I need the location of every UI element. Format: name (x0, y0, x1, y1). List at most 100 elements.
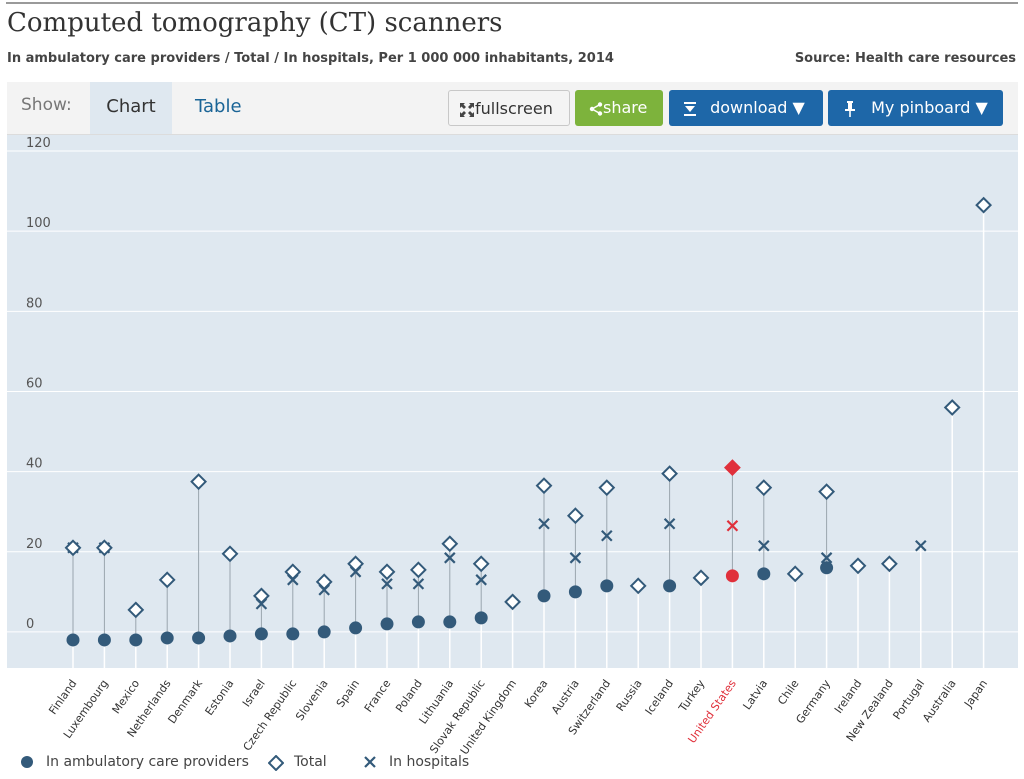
total-marker (221, 545, 239, 563)
pinboard-button[interactable]: My pinboard ▼ (828, 90, 1003, 126)
total-marker (441, 535, 459, 553)
share-button[interactable]: share (575, 90, 663, 126)
download-icon (684, 101, 696, 116)
ambulatory-marker (286, 627, 300, 641)
y-tick-label: 0 (26, 617, 34, 632)
hospitals-marker (915, 539, 927, 552)
total-marker (818, 483, 836, 501)
hospitals-marker (444, 552, 456, 564)
hospitals-marker (381, 578, 393, 590)
ambulatory-marker (254, 627, 268, 641)
ambulatory-marker (663, 579, 677, 593)
total-marker (786, 565, 804, 583)
y-tick-label: 120 (26, 136, 51, 151)
total-marker (880, 555, 898, 573)
total-marker (849, 557, 867, 575)
download-button[interactable]: download ▼ (669, 90, 823, 126)
total-marker (504, 593, 522, 611)
ambulatory-marker (223, 629, 237, 643)
y-tick-label: 40 (26, 457, 43, 472)
ambulatory-marker (317, 625, 331, 639)
total-marker (692, 569, 710, 587)
fullscreen-label: fullscreen (475, 99, 553, 118)
hospitals-marker (569, 552, 582, 564)
ambulatory-marker (537, 589, 551, 603)
total-marker (598, 479, 616, 497)
x-tick-label: Japan (961, 677, 990, 710)
total-marker (943, 399, 961, 416)
x-tick-label: Korea (522, 677, 551, 710)
total-marker (64, 539, 82, 557)
x-tick-label: Slovenia (293, 677, 331, 723)
legend-label-total: Total (294, 754, 327, 770)
ambulatory-marker (97, 633, 111, 647)
tab-table[interactable]: Table (195, 96, 242, 117)
total-marker (723, 459, 741, 477)
hospitals-marker (726, 519, 739, 532)
x-tick-label: Chile (775, 677, 802, 707)
fullscreen-icon (460, 102, 474, 117)
ambulatory-marker (380, 617, 394, 631)
subtitle: In ambulatory care providers / Total / I… (7, 51, 614, 66)
show-label: Show: (21, 95, 72, 115)
x-tick-label: France (362, 677, 394, 715)
total-marker (629, 577, 647, 595)
hospitals-marker (820, 552, 833, 564)
total-marker (409, 561, 427, 579)
x-tick-label: Turkey (676, 677, 708, 715)
circle-marker-icon (21, 756, 33, 768)
legend-label-hospitals: In hospitals (389, 754, 470, 770)
y-tick-label: 60 (26, 376, 43, 391)
ambulatory-marker (192, 631, 206, 645)
total-marker (95, 539, 113, 557)
ambulatory-marker (66, 633, 80, 647)
fullscreen-button[interactable]: fullscreen (448, 90, 570, 126)
plot-area (7, 135, 1018, 668)
total-marker (378, 563, 396, 581)
hospitals-marker (601, 529, 613, 542)
ambulatory-marker (820, 561, 834, 575)
x-tick-label: Poland (393, 677, 425, 715)
x-tick-label: Finland (46, 677, 79, 717)
hospitals-marker (475, 574, 487, 586)
x-tick-label: United Kingdom (458, 677, 519, 757)
x-tick-label: Spain (334, 677, 362, 710)
total-marker (535, 477, 553, 495)
x-marker-icon (364, 756, 376, 768)
pin-icon (845, 100, 855, 117)
y-tick-label: 100 (26, 216, 51, 231)
total-marker (127, 601, 145, 619)
share-icon (589, 101, 603, 116)
y-tick-label: 20 (26, 537, 43, 552)
hospitals-marker (538, 517, 550, 530)
x-tick-label: Israel (240, 677, 268, 709)
total-marker (661, 465, 679, 483)
hospitals-marker (663, 517, 676, 530)
total-marker (755, 479, 773, 497)
x-tick-label: Ireland (832, 677, 864, 716)
diamond-marker-icon (268, 755, 284, 771)
page-title: Computed tomography (CT) scanners (7, 8, 503, 38)
tab-chart[interactable]: Chart (90, 82, 172, 134)
legend-label-ambulatory: In ambulatory care providers (46, 754, 249, 770)
y-tick-label: 80 (26, 296, 43, 311)
total-marker (252, 587, 270, 605)
total-marker (315, 573, 333, 591)
x-tick-label: Mexico (110, 677, 143, 716)
ambulatory-marker (725, 569, 739, 583)
ambulatory-marker (757, 567, 771, 581)
source-note: Source: Health care resources (794, 51, 1016, 66)
total-marker (347, 555, 365, 573)
x-tick-label: Iceland (643, 677, 676, 717)
ambulatory-marker (600, 579, 614, 593)
hospitals-marker (412, 578, 425, 590)
total-marker (190, 473, 208, 491)
total-marker (284, 563, 302, 581)
chart-toolbar: Show: Chart Table fullscreen share downl… (7, 82, 1018, 135)
share-label: share (603, 98, 648, 117)
x-tick-label: Estonia (203, 677, 237, 718)
x-tick-label: Russia (614, 677, 645, 713)
top-rule (6, 2, 1018, 4)
ambulatory-marker (474, 611, 488, 625)
total-marker (158, 571, 176, 589)
